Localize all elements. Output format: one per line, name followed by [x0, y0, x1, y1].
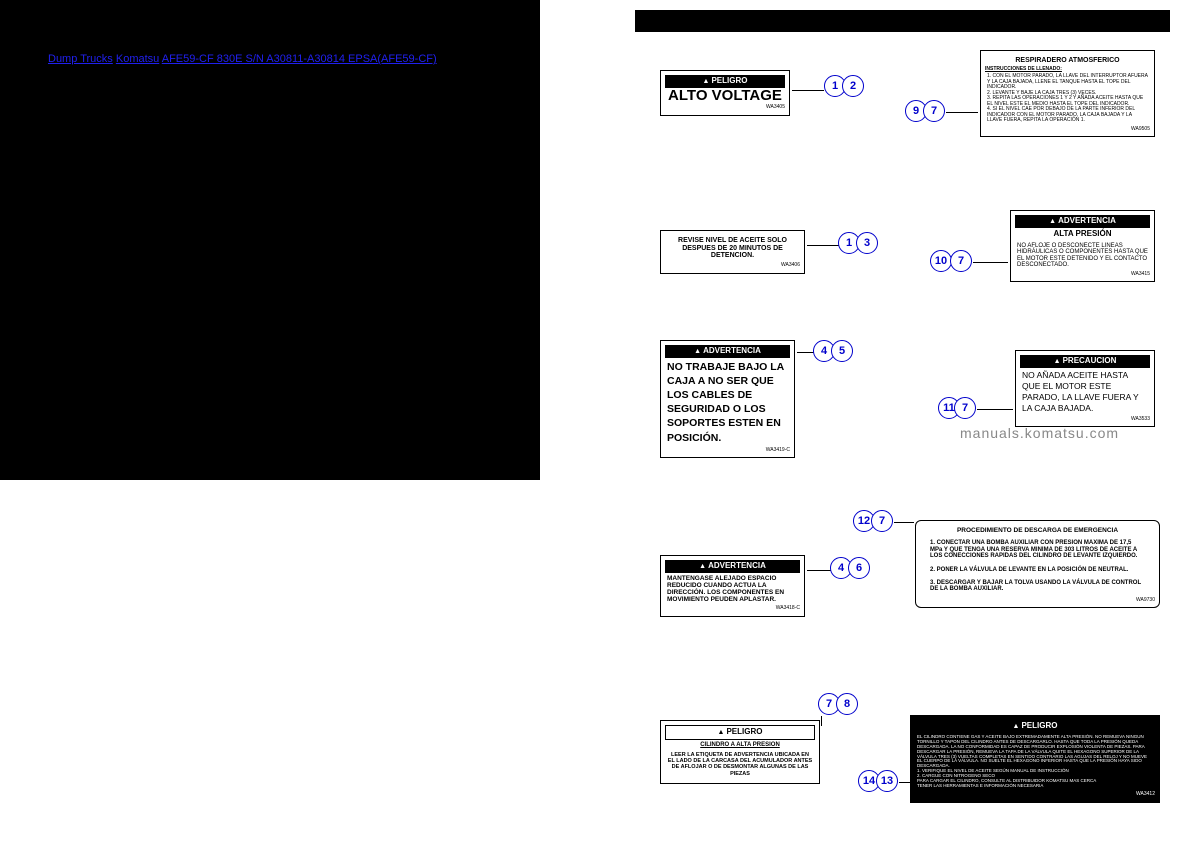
label-header: PELIGRO — [665, 75, 785, 88]
label-code: WA3415 — [1015, 272, 1150, 278]
label-code: WA3405 — [665, 105, 785, 111]
leader — [946, 112, 978, 113]
leader — [807, 570, 831, 571]
label-code: WA9505 — [985, 127, 1150, 133]
leader — [977, 409, 1013, 410]
label-body: LEER LA ETIQUETA DE ADVERTENCIA UBICADA … — [665, 750, 815, 778]
label-header: PRECAUCION — [1020, 355, 1150, 368]
label-body: NO TRABAJE BAJO LA CAJA A NO SER QUE LOS… — [665, 358, 790, 447]
bubble-5: 5 — [831, 340, 853, 362]
label-title: PROCEDIMIENTO DE DESCARGA DE EMERGENCIA — [920, 527, 1155, 534]
label-code: WA3406 — [665, 263, 800, 269]
label-body: 1. CONECTAR UNA BOMBA AUXILIAR CON PRESI… — [920, 536, 1155, 597]
bubble-2: 2 — [842, 75, 864, 97]
label-respiradero: RESPIRADERO ATMOSFERICO INSTRUCCIONES DE… — [980, 50, 1155, 137]
bubble-7b: 7 — [950, 250, 972, 272]
bubble-7d: 7 — [871, 510, 893, 532]
label-header: ADVERTENCIA — [1015, 215, 1150, 228]
label-title: RESPIRADERO ATMOSFERICO — [985, 57, 1150, 65]
label-code: WA3412 — [915, 792, 1155, 798]
bubble-8: 8 — [836, 693, 858, 715]
label-header: PELIGRO — [665, 725, 815, 740]
label-mantengase: ADVERTENCIA MANTENGASE ALEJADO ESPACIO R… — [660, 555, 805, 617]
leader — [894, 522, 914, 523]
leader — [899, 782, 911, 783]
label-no-trabaje: ADVERTENCIA NO TRABAJE BAJO LA CAJA A NO… — [660, 340, 795, 458]
leader — [792, 90, 824, 91]
bubble-10: 10 — [930, 250, 952, 272]
bubble-7a: 7 — [923, 100, 945, 122]
label-revise: REVISE NIVEL DE ACEITE SOLO DESPUES DE 2… — [660, 230, 805, 274]
label-header: ADVERTENCIA — [665, 560, 800, 573]
label-cilindro: PELIGRO CILINDRO A ALTA PRESION LEER LA … — [660, 720, 820, 784]
label-title: CILINDRO A ALTA PRESION — [665, 742, 815, 749]
label-code: WA9730 — [920, 598, 1155, 604]
left-page-black — [0, 0, 540, 480]
label-title: ALTO VOLTAGE — [665, 88, 785, 105]
label-header: PELIGRO — [915, 720, 1155, 733]
label-code: WA3533 — [1020, 417, 1150, 423]
watermark: manuals.komatsu.com — [960, 425, 1119, 441]
bubble-3: 3 — [856, 232, 878, 254]
breadcrumb-l1[interactable]: Dump Trucks — [48, 53, 113, 65]
label-alta-presion: ADVERTENCIA ALTA PRESIÓN NO AFLOJE O DES… — [1010, 210, 1155, 282]
bubble-7c: 7 — [954, 397, 976, 419]
label-peligro-big: PELIGRO EL CILINDRO CONTIENE GAS Y ACEIT… — [910, 715, 1160, 803]
label-body: NO AÑADA ACEITE HASTA QUE EL MOTOR ESTE … — [1020, 368, 1150, 416]
label-code: WA3419-C — [665, 448, 790, 454]
label-code: WA3418-C — [665, 606, 800, 612]
label-header: ADVERTENCIA — [665, 345, 790, 358]
leader — [807, 245, 839, 246]
label-body: MANTENGASE ALEJADO ESPACIO REDUCIDO CUAN… — [665, 573, 800, 606]
label-body: EL CILINDRO CONTIENE GAS Y ACEITE BAJO E… — [915, 733, 1155, 791]
leader — [973, 262, 1008, 263]
label-precaucion: PRECAUCION NO AÑADA ACEITE HASTA QUE EL … — [1015, 350, 1155, 427]
breadcrumb-l2[interactable]: Komatsu — [116, 53, 159, 65]
label-procedimiento: PROCEDIMIENTO DE DESCARGA DE EMERGENCIA … — [915, 520, 1160, 608]
label-body: 1. CON EL MOTOR PARADO, LA LLAVE DEL INT… — [985, 72, 1150, 126]
label-title: ALTA PRESIÓN — [1015, 230, 1150, 239]
right-page-header-black — [635, 10, 1170, 32]
label-body: REVISE NIVEL DE ACEITE SOLO DESPUES DE 2… — [665, 235, 800, 262]
label-peligro-voltage: PELIGRO ALTO VOLTAGE WA3405 — [660, 70, 790, 116]
breadcrumb-l3[interactable]: AFE59-CF 830E S/N A30811-A30814 EPSA(AFE… — [162, 53, 437, 65]
bubble-13: 13 — [876, 770, 898, 792]
breadcrumb: Dump Trucks Komatsu AFE59-CF 830E S/N A3… — [48, 53, 437, 65]
label-body: NO AFLOJE O DESCONECTE LINEAS HIDRÁULICA… — [1015, 241, 1150, 271]
leader — [821, 716, 823, 726]
bubble-6: 6 — [848, 557, 870, 579]
